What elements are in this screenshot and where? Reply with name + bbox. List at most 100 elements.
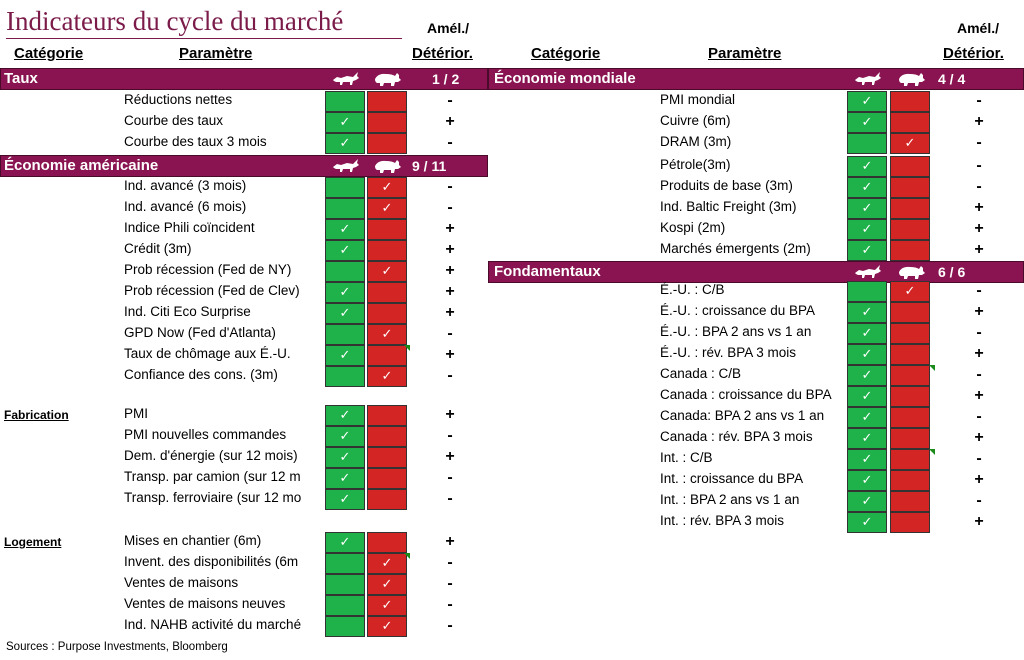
bear-cell [890,344,930,365]
bear-cell [890,491,930,512]
category-fabrication: Fabrication [4,408,69,422]
parameter-label: Courbe des taux [124,113,224,128]
bull-cell: ✓ [325,489,365,510]
check-icon: ✓ [861,222,873,237]
bear-cell: ✓ [367,595,407,616]
parameter-label: Produits de base (3m) [660,178,793,193]
parameter-label: Marchés émergents (2m) [660,241,811,256]
bull-cell: ✓ [847,323,887,344]
bull-cell: ✓ [325,345,365,366]
check-icon: ✓ [339,408,351,423]
trend-sign: + [974,113,984,130]
check-icon: ✓ [381,577,393,592]
check-icon: ✓ [339,450,351,465]
bear-cell: ✓ [890,281,930,302]
check-icon: ✓ [861,94,873,109]
check-icon: ✓ [339,115,351,130]
parameter-label: Int. : croissance du BPA [660,471,804,486]
parameter-label: Réductions nettes [124,92,233,107]
trend-sign: + [974,471,984,488]
trend-sign: - [447,367,453,384]
trend-sign: + [445,533,455,550]
trend-sign: - [447,325,453,342]
parameter-label: Ind. avancé (3 mois) [124,178,247,193]
check-icon: ✓ [861,305,873,320]
trend-sign: - [976,92,982,109]
check-icon: ✓ [381,180,393,195]
parameter-label: Taux de chômage aux É.-U. [124,346,291,361]
trend-sign: + [445,262,455,279]
check-icon: ✓ [861,389,873,404]
section-score-eco-world: 4 / 4 [938,71,966,87]
bull-cell: ✓ [325,112,365,133]
check-icon: ✓ [904,284,916,299]
bear-cell [890,219,930,240]
header-deterior-left: Détérior. [412,45,473,62]
parameter-label: Crédit (3m) [124,241,192,256]
bear-cell [367,91,407,112]
bear-cell [367,468,407,489]
bull-cell [325,553,365,574]
bear-cell [890,365,930,386]
bull-cell: ✓ [325,282,365,303]
bear-cell [890,428,930,449]
parameter-label: Ind. NAHB activité du marché [124,617,302,632]
bear-cell: ✓ [367,198,407,219]
check-icon: ✓ [861,494,873,509]
trend-sign: + [974,241,984,258]
bull-cell: ✓ [847,156,887,177]
parameter-label: PMI nouvelles commandes [124,427,287,442]
trend-sign: + [974,387,984,404]
parameter-label: Kospi (2m) [660,220,726,235]
trend-sign: + [445,304,455,321]
parameter-label: Ind. avancé (6 mois) [124,199,247,214]
trend-sign: - [447,469,453,486]
bear-cell [890,112,930,133]
trend-sign: - [447,490,453,507]
header-amel-right: Amél./ [957,20,1000,36]
trend-sign: + [445,220,455,237]
trend-sign: - [976,324,982,341]
trend-sign: + [974,345,984,362]
parameter-label: Cuivre (6m) [660,113,731,128]
trend-sign: - [447,92,453,109]
parameter-label: Canada : rév. BPA 3 mois [660,429,813,444]
page-title: Indicateurs du cycle du marché [6,6,344,36]
trend-sign: - [447,596,453,613]
bull-cell: ✓ [847,512,887,533]
parameter-label: É.-U. : C/B [660,282,725,297]
trend-sign: - [447,617,453,634]
parameter-label: Invent. des disponibilités (6m [124,554,299,569]
trend-sign: + [445,406,455,423]
bull-cell [325,198,365,219]
bear-cell [890,240,930,261]
bear-cell [367,240,407,261]
bull-cell: ✓ [325,426,365,447]
check-icon: ✓ [861,243,873,258]
comment-marker [929,449,935,455]
parameter-label: Courbe des taux 3 mois [124,134,267,149]
bear-cell: ✓ [367,261,407,282]
bear-cell: ✓ [890,133,930,154]
trend-sign: - [447,199,453,216]
parameter-label: Ind. Citi Eco Surprise [124,304,251,319]
bear-cell [890,91,930,112]
bull-cell [325,91,365,112]
bear-cell [367,345,407,366]
check-icon: ✓ [861,473,873,488]
section-score-taux: 1 / 2 [432,71,460,87]
bull-cell: ✓ [847,470,887,491]
parameter-label: Int. : C/B [660,450,713,465]
bull-cell: ✓ [325,405,365,426]
parameter-label: Transp. ferroviaire (sur 12 mo [124,490,302,505]
parameter-label: Prob récession (Fed de Clev) [124,283,300,298]
header-amel-left: Amél./ [427,20,470,36]
comment-marker [404,553,410,559]
check-icon: ✓ [861,368,873,383]
bear-cell [367,447,407,468]
trend-sign: - [447,575,453,592]
bull-cell: ✓ [325,240,365,261]
section-title-eco-us: Économie américaine [4,157,159,174]
bear-cell [367,282,407,303]
bull-cell: ✓ [325,532,365,553]
